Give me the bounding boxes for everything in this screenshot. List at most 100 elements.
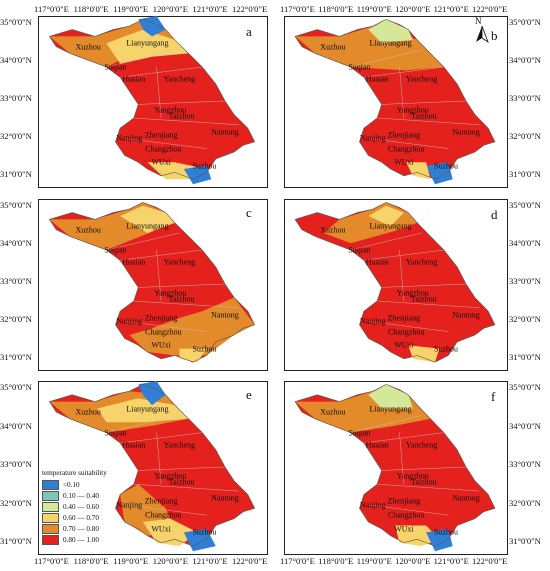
lat-tick-b-3: 32°0'0"N bbox=[509, 131, 541, 141]
legend-label-4: 0.70 — 0.80 bbox=[63, 524, 99, 533]
lon-tick-f-5: 122°0'0"E bbox=[472, 556, 508, 566]
lon-tick-a-2: 119°0'0"E bbox=[113, 4, 149, 14]
city-label-changzhou-d: Changzhou bbox=[387, 327, 425, 337]
boundary-line-d-3 bbox=[377, 300, 480, 308]
legend-swatch-1 bbox=[42, 490, 59, 501]
city-label-nantong-b: Nantong bbox=[452, 127, 480, 137]
city-label-nantong-e: Nantong bbox=[211, 493, 239, 503]
map-b bbox=[294, 19, 496, 185]
city-label-taizhou-d: Taizhou bbox=[411, 294, 437, 304]
city-label-nanjing-f: Nanjing bbox=[359, 500, 386, 510]
boundary-line-c-3 bbox=[133, 300, 239, 308]
map-d bbox=[294, 202, 496, 363]
city-label-lianyungang-f: Lianyungang bbox=[369, 404, 412, 414]
legend-title: temperature suitability bbox=[42, 469, 107, 477]
city-label-zhenjiang-d: Zhenjiang bbox=[387, 313, 421, 323]
city-label-nanjing-d: Nanjing bbox=[359, 316, 386, 326]
city-label-wuxi-e: WUxi bbox=[151, 524, 171, 534]
suitability-zone-e-2 bbox=[138, 381, 166, 406]
boundary-line-e-0 bbox=[106, 415, 180, 433]
map-a bbox=[48, 16, 256, 185]
city-label-yancheng-f: Yancheng bbox=[405, 440, 438, 450]
lat-tick-e-1: 34°0'0"N bbox=[0, 420, 32, 431]
city-label-taizhou-c: Taizhou bbox=[168, 294, 195, 304]
boundary-line-e-4 bbox=[124, 504, 207, 516]
lat-tick-d-4: 31°0'0"N bbox=[509, 352, 541, 362]
legend-item-4: 0.70 — 0.80 bbox=[42, 523, 122, 534]
lat-tick-e-2: 33°0'0"N bbox=[0, 459, 32, 469]
lon-tick-a-3: 120°0'0"E bbox=[152, 4, 189, 14]
boundary-line-d-2 bbox=[381, 283, 467, 288]
legend: temperature suitability <0.10 0.10 — 0.4… bbox=[42, 469, 122, 545]
boundary-line-f-5 bbox=[399, 432, 405, 485]
boundary-line-f-3 bbox=[377, 484, 480, 492]
province-outline-a bbox=[48, 19, 256, 180]
lon-tick-a-0: 117°0'0"E bbox=[34, 4, 69, 14]
boundary-line-b-1 bbox=[363, 66, 444, 78]
suitability-zone-e-4 bbox=[142, 518, 198, 547]
city-label-suzhou-d: Suzhou bbox=[434, 344, 459, 354]
city-label-wuxi-f: WUxi bbox=[394, 524, 414, 534]
city-label-yangzhou-b: Yangzhou bbox=[396, 105, 429, 114]
legend-swatch-3 bbox=[42, 512, 59, 523]
lat-tick-b-2: 33°0'0"N bbox=[509, 93, 541, 103]
lat-tick-e-3: 32°0'0"N bbox=[0, 497, 32, 508]
lon-tick-f-0: 117°0'0"E bbox=[280, 556, 315, 566]
boundary-line-a-5 bbox=[156, 66, 162, 119]
city-label-zhenjiang-b: Zhenjiang bbox=[387, 130, 421, 140]
city-label-suzhou-f: Suzhou bbox=[434, 527, 459, 537]
boundary-line-e-2 bbox=[138, 466, 225, 471]
city-label-yancheng-d: Yancheng bbox=[405, 257, 438, 267]
lon-tick-a-4: 121°0'0"E bbox=[192, 4, 228, 14]
city-label-lianyungang-c: Lianyungang bbox=[126, 221, 169, 231]
lon-tick-f-2: 119°0'0"E bbox=[356, 556, 392, 566]
boundary-line-d-4 bbox=[368, 321, 449, 332]
city-label-huaian-a: Huaian bbox=[122, 74, 146, 84]
boundary-line-a-2 bbox=[138, 100, 225, 105]
lat-tick-d-1: 34°0'0"N bbox=[509, 238, 541, 248]
city-label-xuzhou-c: Xuzhou bbox=[75, 225, 101, 235]
city-label-zhenjiang-a: Zhenjiang bbox=[144, 130, 178, 140]
city-label-huaian-e: Huaian bbox=[122, 440, 146, 450]
city-label-xuzhou-a: Xuzhou bbox=[75, 42, 101, 52]
city-label-suzhou-a: Suzhou bbox=[192, 161, 217, 171]
boundary-line-f-4 bbox=[368, 504, 449, 516]
suitability-zone-c-1 bbox=[120, 205, 175, 233]
suitability-zone-c-2 bbox=[129, 297, 255, 356]
suitability-zone-a-4 bbox=[183, 165, 212, 185]
province-outline-f bbox=[294, 384, 496, 547]
legend-label-0: <0.10 bbox=[63, 480, 80, 489]
city-label-xuzhou-e: Xuzhou bbox=[75, 407, 101, 417]
city-label-changzhou-e: Changzhou bbox=[145, 510, 182, 520]
lat-tick-b-1: 34°0'0"N bbox=[509, 55, 541, 65]
boundary-line-f-0 bbox=[350, 415, 422, 433]
boundary-line-a-3 bbox=[133, 117, 239, 125]
boundary-line-f-2 bbox=[381, 466, 467, 471]
province-outline-e bbox=[48, 384, 256, 547]
city-label-yancheng-e: Yancheng bbox=[163, 440, 196, 450]
lon-tick-b-1: 118°0'0"E bbox=[318, 4, 354, 14]
lat-tick-f-3: 32°0'0"N bbox=[509, 497, 541, 508]
lon-tick-f-4: 121°0'0"E bbox=[433, 556, 469, 566]
city-label-zhenjiang-c: Zhenjiang bbox=[144, 313, 178, 323]
boundary-line-b-5 bbox=[399, 66, 405, 119]
legend-label-1: 0.10 — 0.40 bbox=[63, 491, 99, 500]
boundary-line-e-5 bbox=[156, 432, 162, 485]
lon-tick-f-1: 118°0'0"E bbox=[318, 556, 354, 566]
lat-tick-a-2: 33°0'0"N bbox=[0, 93, 32, 103]
lon-tick-e-4: 121°0'0"E bbox=[192, 556, 228, 566]
map-e bbox=[48, 381, 256, 552]
city-label-wuxi-c: WUxi bbox=[151, 340, 171, 350]
suitability-zone-c-3 bbox=[179, 348, 207, 363]
boundary-line-c-4 bbox=[124, 321, 207, 332]
lon-tick-a-5: 122°0'0"E bbox=[232, 4, 268, 14]
boundary-line-d-1 bbox=[363, 249, 444, 261]
province-outline-d bbox=[294, 202, 496, 363]
lon-tick-f-3: 120°0'0"E bbox=[395, 556, 431, 566]
city-label-changzhou-c: Changzhou bbox=[145, 327, 182, 337]
panel-label-d: d bbox=[491, 207, 498, 222]
lon-tick-b-5: 122°0'0"E bbox=[472, 4, 508, 14]
map-f bbox=[294, 384, 496, 552]
suitability-zone-b-2 bbox=[426, 162, 453, 185]
lon-tick-b-3: 120°0'0"E bbox=[395, 4, 431, 14]
